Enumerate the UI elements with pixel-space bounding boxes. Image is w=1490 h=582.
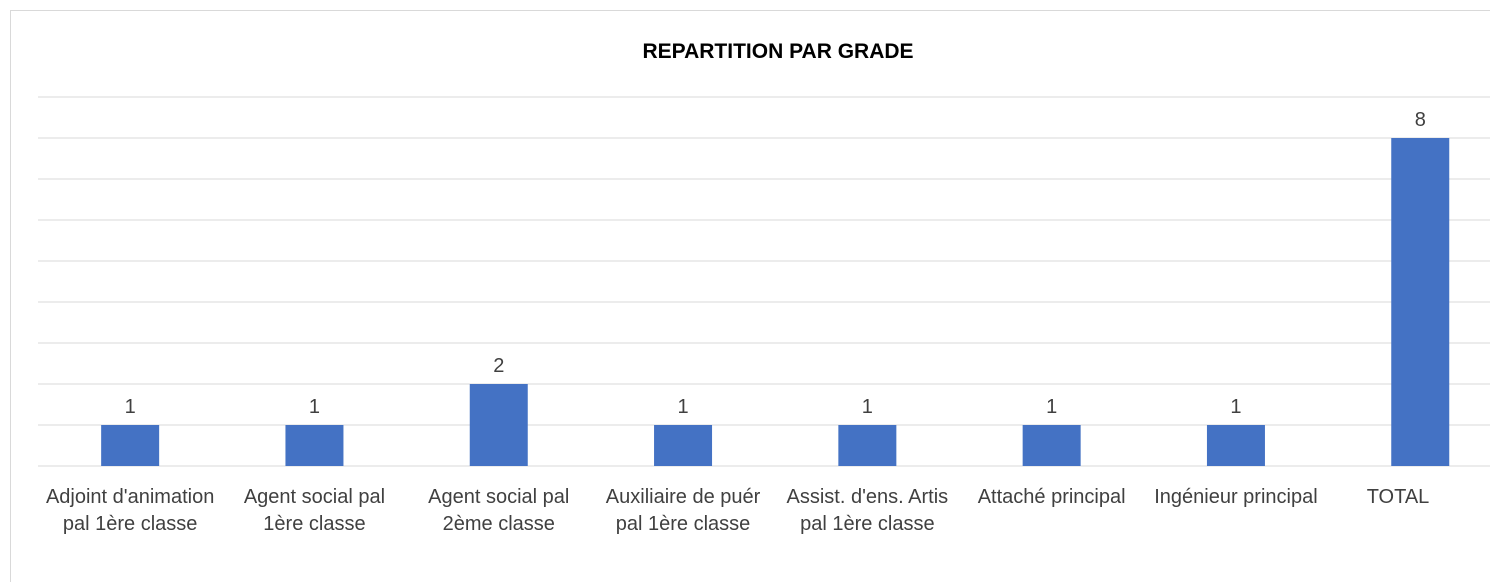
bar (654, 425, 713, 466)
data-label: 1 (1230, 396, 1241, 418)
data-label: 1 (862, 396, 873, 418)
x-tick-label: TOTAL (1366, 486, 1430, 508)
x-tick-label: Agent social pal 2ème classe (428, 486, 570, 535)
bar (469, 384, 528, 466)
data-label: 2 (493, 355, 504, 377)
bar (1391, 138, 1450, 466)
x-tick-label: Ingénieur principal (1154, 486, 1318, 508)
bar (838, 425, 897, 466)
x-tick-label: Agent social pal 1ère classe (243, 486, 386, 535)
data-label: 1 (125, 396, 136, 418)
data-label: 1 (1046, 396, 1057, 418)
x-tick-label: Auxiliaire de puér pal 1ère classe (605, 486, 761, 535)
bar (285, 425, 344, 466)
chart-title: REPARTITION PAR GRADE (642, 40, 913, 63)
data-label: 8 (1415, 109, 1426, 131)
data-label: 1 (309, 396, 320, 418)
x-tick-label: Attaché principal (977, 486, 1126, 508)
chart-border (10, 10, 1490, 582)
x-tick-label: Assist. d'ens. Artis pal 1ère classe (786, 486, 949, 535)
bar (1022, 425, 1081, 466)
bar (101, 425, 160, 466)
bar (1206, 425, 1265, 466)
x-tick-label: Adjoint d'animation pal 1ère classe (45, 486, 215, 535)
data-label: 1 (677, 396, 688, 418)
